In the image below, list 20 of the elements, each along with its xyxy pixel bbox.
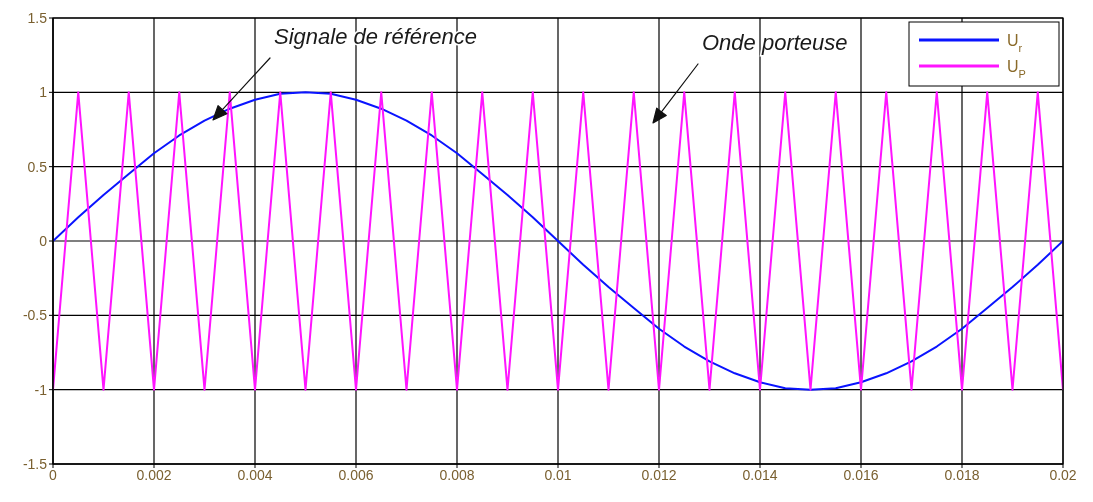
annotation: Onde porteuse bbox=[702, 30, 848, 55]
y-tick-label: -1 bbox=[34, 381, 48, 398]
x-tick-label: 0.018 bbox=[944, 466, 980, 483]
x-tick-label: 0.008 bbox=[439, 466, 475, 483]
x-tick-label: 0.004 bbox=[237, 466, 273, 483]
x-tick-label: 0.02 bbox=[1049, 466, 1077, 483]
y-tick-label: 0.5 bbox=[27, 158, 48, 175]
x-tick-label: 0.014 bbox=[742, 466, 778, 483]
x-tick-label: 0.002 bbox=[136, 466, 172, 483]
x-tick-label: 0.016 bbox=[843, 466, 879, 483]
y-tick-label: -1.5 bbox=[22, 455, 48, 472]
y-tick-label: -0.5 bbox=[22, 307, 48, 324]
x-tick-label: 0.006 bbox=[338, 466, 374, 483]
x-tick-label: 0.012 bbox=[641, 466, 677, 483]
y-tick-label: 1 bbox=[39, 84, 48, 101]
x-tick-label: 0.01 bbox=[544, 466, 572, 483]
legend-label: U$_{r}$ bbox=[1007, 32, 1023, 54]
legend-label: U$_{P}$ bbox=[1007, 58, 1026, 80]
y-tick-label: 1.5 bbox=[27, 9, 48, 26]
y-tick-label: 0 bbox=[39, 232, 48, 249]
